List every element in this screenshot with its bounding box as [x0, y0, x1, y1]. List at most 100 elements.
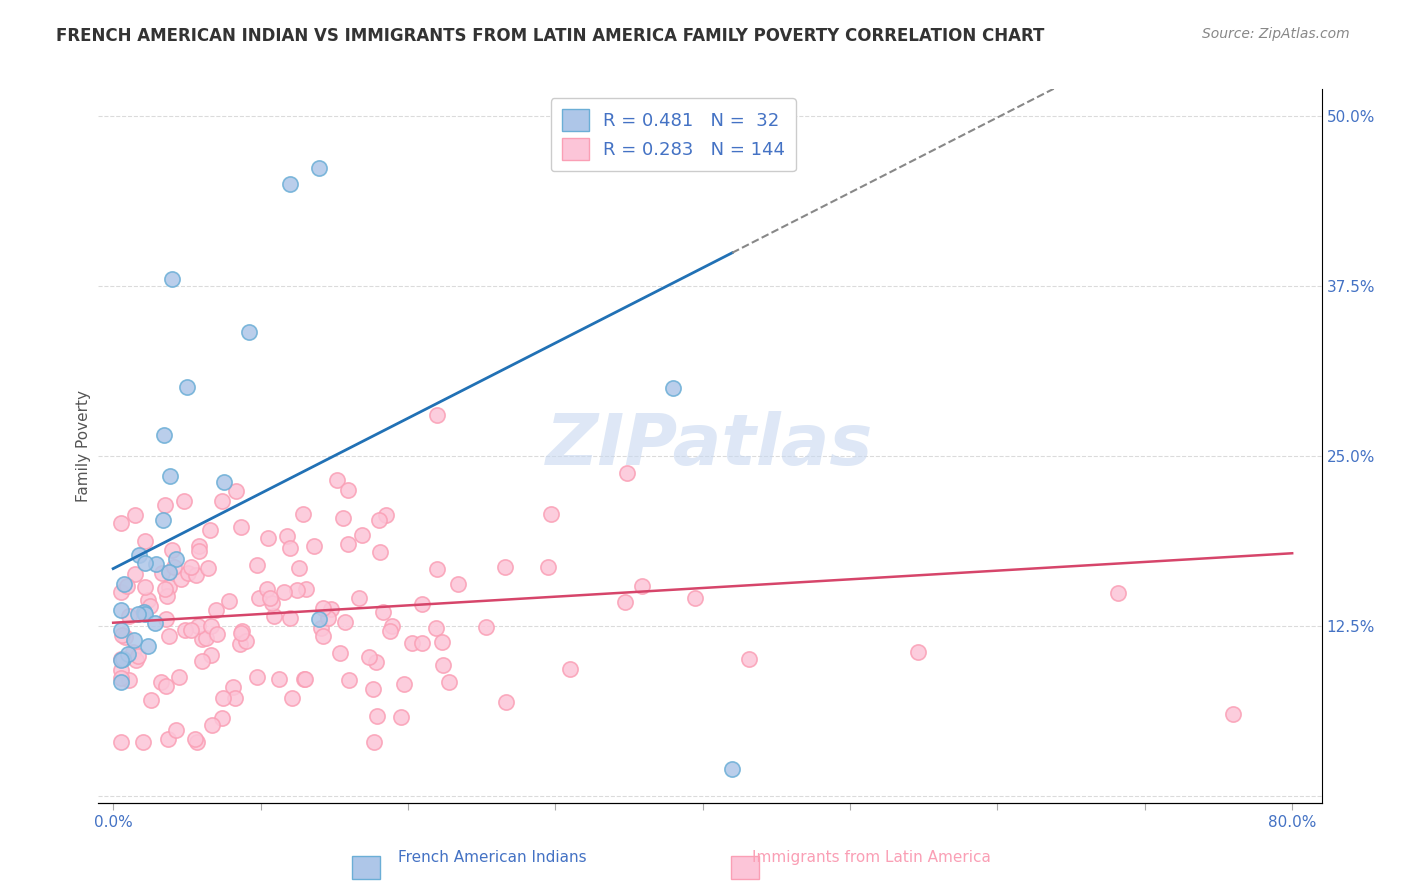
Point [184, 568, 207, 582]
Legend: R = 0.481   N =  32, R = 0.283   N = 144: R = 0.481 N = 32, R = 0.283 N = 144 [551, 98, 796, 171]
Point [201, 718, 224, 732]
Point [162, 542, 184, 557]
Point [127, 648, 149, 663]
Point [316, 611, 339, 625]
Point [173, 494, 195, 508]
Point [278, 611, 301, 625]
Point [259, 591, 281, 605]
Point [475, 619, 498, 633]
Point [157, 565, 180, 579]
Point [165, 723, 187, 738]
Point [117, 647, 139, 661]
Point [246, 558, 269, 573]
Point [184, 731, 207, 746]
Point [337, 673, 360, 687]
Point [389, 709, 412, 723]
Point [326, 473, 349, 487]
Point [200, 648, 222, 663]
Point [631, 579, 654, 593]
Point [335, 615, 357, 629]
Point [294, 672, 316, 686]
Point [124, 508, 146, 522]
Point [281, 690, 304, 705]
Point [308, 612, 330, 626]
Point [312, 629, 335, 643]
Point [256, 531, 278, 545]
Point [558, 662, 581, 676]
Point [150, 675, 173, 690]
Point [352, 528, 374, 542]
Point [211, 690, 233, 705]
Point [187, 618, 209, 632]
Point [195, 631, 218, 645]
Point [224, 690, 246, 705]
Point [432, 658, 454, 673]
Point [263, 608, 285, 623]
Point [180, 559, 202, 574]
Point [392, 677, 415, 691]
Point [361, 682, 384, 697]
Point [110, 585, 132, 599]
Point [155, 679, 177, 693]
Point [1107, 586, 1129, 600]
Text: French American Indians: French American Indians [398, 850, 586, 865]
Point [153, 428, 176, 442]
Point [721, 41, 744, 55]
Point [738, 652, 761, 666]
Point [125, 652, 148, 666]
Point [401, 636, 423, 650]
Point [373, 605, 395, 619]
Text: FRENCH AMERICAN INDIAN VS IMMIGRANTS FROM LATIN AMERICA FAMILY POVERTY CORRELATI: FRENCH AMERICAN INDIAN VS IMMIGRANTS FRO… [56, 27, 1045, 45]
Point [180, 624, 202, 638]
Point [432, 635, 454, 649]
Point [191, 654, 214, 668]
Point [153, 498, 176, 512]
Point [537, 559, 560, 574]
Point [304, 539, 326, 553]
Point [683, 591, 706, 605]
Point [616, 466, 638, 480]
Point [426, 561, 449, 575]
Point [157, 580, 180, 594]
Point [160, 272, 183, 286]
Point [122, 645, 145, 659]
Point [907, 645, 929, 659]
Point [1222, 707, 1244, 722]
Point [246, 670, 269, 684]
Point [311, 621, 333, 635]
Point [110, 652, 132, 666]
Point [540, 507, 562, 521]
Point [170, 572, 193, 586]
Point [218, 594, 240, 608]
Point [197, 561, 219, 575]
Y-axis label: Family Poverty: Family Poverty [76, 390, 91, 502]
Point [191, 632, 214, 646]
Point [187, 543, 209, 558]
Point [159, 468, 181, 483]
Point [188, 539, 211, 553]
Point [110, 624, 132, 638]
Point [426, 409, 449, 423]
Point [247, 591, 270, 606]
Point [425, 621, 447, 635]
Point [205, 603, 228, 617]
Point [127, 607, 149, 621]
Point [136, 639, 159, 653]
Point [141, 693, 163, 707]
Point [276, 529, 298, 543]
Point [132, 605, 155, 619]
Point [381, 618, 404, 632]
Point [165, 552, 187, 566]
Point [411, 597, 433, 611]
Point [437, 675, 460, 690]
Point [319, 601, 342, 615]
Point [228, 637, 250, 651]
Point [291, 508, 314, 522]
Point [200, 619, 222, 633]
Point [167, 670, 190, 684]
Point [128, 548, 150, 562]
Point [153, 582, 176, 596]
Point [336, 483, 359, 497]
Point [662, 381, 685, 395]
Point [359, 649, 381, 664]
